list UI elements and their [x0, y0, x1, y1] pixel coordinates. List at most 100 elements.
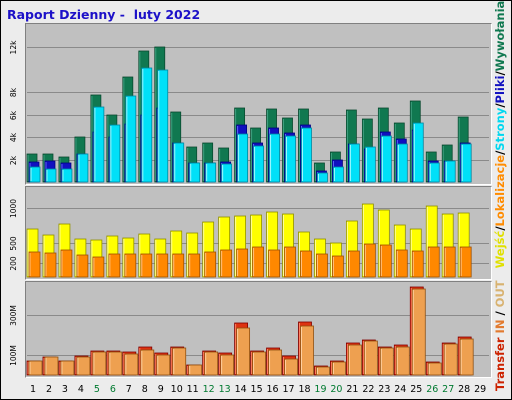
- x-tick-label: 3: [62, 384, 68, 395]
- bar-kb_out: [411, 288, 426, 376]
- bar-pages: [45, 168, 57, 183]
- bar-sites: [379, 244, 392, 278]
- bar-kb_out: [284, 358, 298, 376]
- x-tick-label: 29: [474, 384, 486, 395]
- x-tick-label: 13: [219, 384, 231, 395]
- bar-kb_out: [140, 349, 155, 376]
- chart-title: Raport Dzienny - luty 2022: [7, 7, 201, 22]
- bar-pages: [189, 162, 201, 183]
- bar-kb_out: [60, 360, 75, 376]
- bar-sites: [220, 249, 233, 278]
- bar-pages: [317, 172, 328, 183]
- bar-pages: [333, 166, 344, 183]
- legend-segment: IN: [493, 319, 507, 334]
- bar-pages: [301, 127, 312, 183]
- bar-sites: [188, 253, 201, 278]
- legend-segment: /: [493, 71, 507, 76]
- bar-sites: [459, 246, 472, 278]
- y-tick-label: 500: [9, 236, 18, 251]
- bar-pages: [109, 124, 121, 183]
- bar-kb_out: [316, 366, 330, 376]
- bar-kb_out: [347, 344, 362, 376]
- bar-kb_out: [188, 364, 203, 376]
- bar-sites: [252, 246, 264, 278]
- x-tick-label: 14: [235, 384, 247, 395]
- x-tick-label: 1: [30, 384, 36, 395]
- bar-sites: [427, 246, 440, 278]
- x-tick-label: 16: [267, 384, 279, 395]
- bar-kb_out: [76, 356, 91, 376]
- x-tick-label: 26: [426, 384, 438, 395]
- bar-sites: [316, 253, 328, 278]
- bar-pages: [396, 143, 408, 183]
- y-tick-label: 8k: [9, 87, 18, 97]
- x-tick-label: 10: [171, 384, 183, 395]
- bar-sites: [28, 251, 41, 278]
- x-tick-label: 21: [346, 384, 358, 395]
- bar-pages: [125, 95, 137, 183]
- bar-sites: [140, 253, 153, 278]
- y-tick-label: 100M: [9, 345, 18, 366]
- bar-pages: [141, 67, 153, 183]
- legend-segment: Transfer: [493, 337, 507, 391]
- bar-kb_out: [395, 346, 410, 376]
- bar-kb_out: [28, 360, 43, 376]
- bar-sites: [363, 243, 376, 278]
- bar-pages: [380, 135, 392, 183]
- bar-pages: [173, 142, 185, 183]
- bar-kb_out: [459, 338, 474, 376]
- y-tick-label: 300M: [9, 305, 18, 326]
- bar-pages: [77, 153, 89, 183]
- bar-sites: [411, 250, 424, 278]
- bar-pages: [237, 133, 249, 183]
- legend-segment: /: [493, 226, 507, 231]
- legend-segment: [493, 333, 507, 337]
- x-tick-label: 19: [314, 384, 326, 395]
- bar-sites: [236, 248, 249, 278]
- bar-pages: [157, 69, 169, 183]
- bar-sites: [76, 254, 89, 278]
- x-tick-label: 4: [78, 384, 84, 395]
- bar-pages: [29, 166, 41, 183]
- bar-sites: [44, 252, 57, 278]
- legend-segment: Strony: [493, 107, 507, 151]
- bar-pages: [93, 106, 105, 183]
- bar-kb_out: [300, 325, 314, 376]
- bar-sites: [124, 253, 137, 278]
- bar-sites: [284, 246, 296, 278]
- x-tick-label: 9: [158, 384, 164, 395]
- bar-kb_out: [124, 353, 139, 376]
- legend-segment: OUT: [493, 280, 507, 308]
- bar-pages: [460, 143, 472, 183]
- legend-segment: Wywołania: [493, 0, 507, 72]
- x-tick-label: 5: [94, 384, 100, 395]
- bar-kb_out: [236, 327, 251, 376]
- x-tick-label: 27: [442, 384, 454, 395]
- bar-kb_out: [172, 347, 187, 376]
- bar-pages: [285, 135, 296, 183]
- x-tick-label: 18: [298, 384, 310, 395]
- bar-kb_out: [363, 340, 378, 376]
- bar-pages: [221, 163, 233, 183]
- x-tick-label: 24: [394, 384, 406, 395]
- y-tick-label: 12k: [9, 40, 18, 55]
- bar-pages: [205, 162, 217, 183]
- bar-kb_out: [220, 354, 235, 376]
- bar-sites: [172, 253, 185, 278]
- bar-sites: [92, 256, 105, 278]
- bar-kb_out: [156, 354, 171, 376]
- x-tick-label: 6: [110, 384, 116, 395]
- bar-pages: [428, 162, 440, 183]
- y-tick-label: 2k: [9, 155, 18, 165]
- x-tick-label: 28: [458, 384, 470, 395]
- x-tick-label: 17: [282, 384, 294, 395]
- x-tick-label: 12: [203, 384, 215, 395]
- bar-sites: [108, 253, 121, 278]
- bar-kb_out: [204, 351, 219, 376]
- legend-segment: [493, 268, 507, 280]
- bar-pages: [269, 133, 280, 183]
- bar-kb_out: [427, 362, 442, 376]
- y-tick-label: 4k: [9, 132, 18, 142]
